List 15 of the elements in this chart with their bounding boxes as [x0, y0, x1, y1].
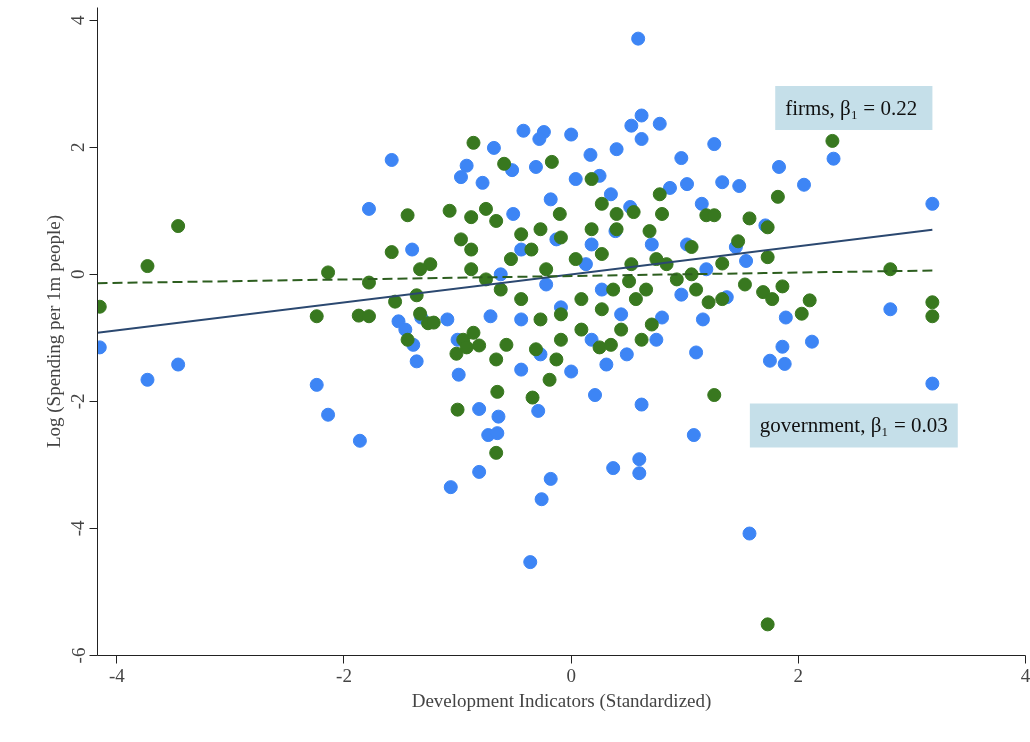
x-tick-label: 2 — [793, 664, 804, 686]
y-tick-label: -6 — [67, 647, 89, 664]
y-axis-title: Log (Spending per 1m people) — [42, 214, 65, 449]
x-tick-label: 4 — [1020, 664, 1030, 686]
x-tick-label: 0 — [566, 664, 576, 686]
annotation: firms, β₁ = 0.22 — [785, 95, 918, 120]
x-tick-label: -2 — [336, 664, 352, 686]
y-tick-label: -2 — [67, 393, 89, 410]
y-tick-label: 4 — [67, 14, 89, 25]
y-tick-label: -4 — [67, 520, 89, 537]
y-tick-label: 0 — [67, 269, 89, 280]
annotation: government, β₁ = 0.03 — [759, 413, 948, 438]
y-tick-label: 2 — [67, 142, 89, 153]
x-axis-title: Development Indicators (Standardized) — [411, 689, 712, 712]
x-tick-label: -4 — [108, 664, 126, 686]
